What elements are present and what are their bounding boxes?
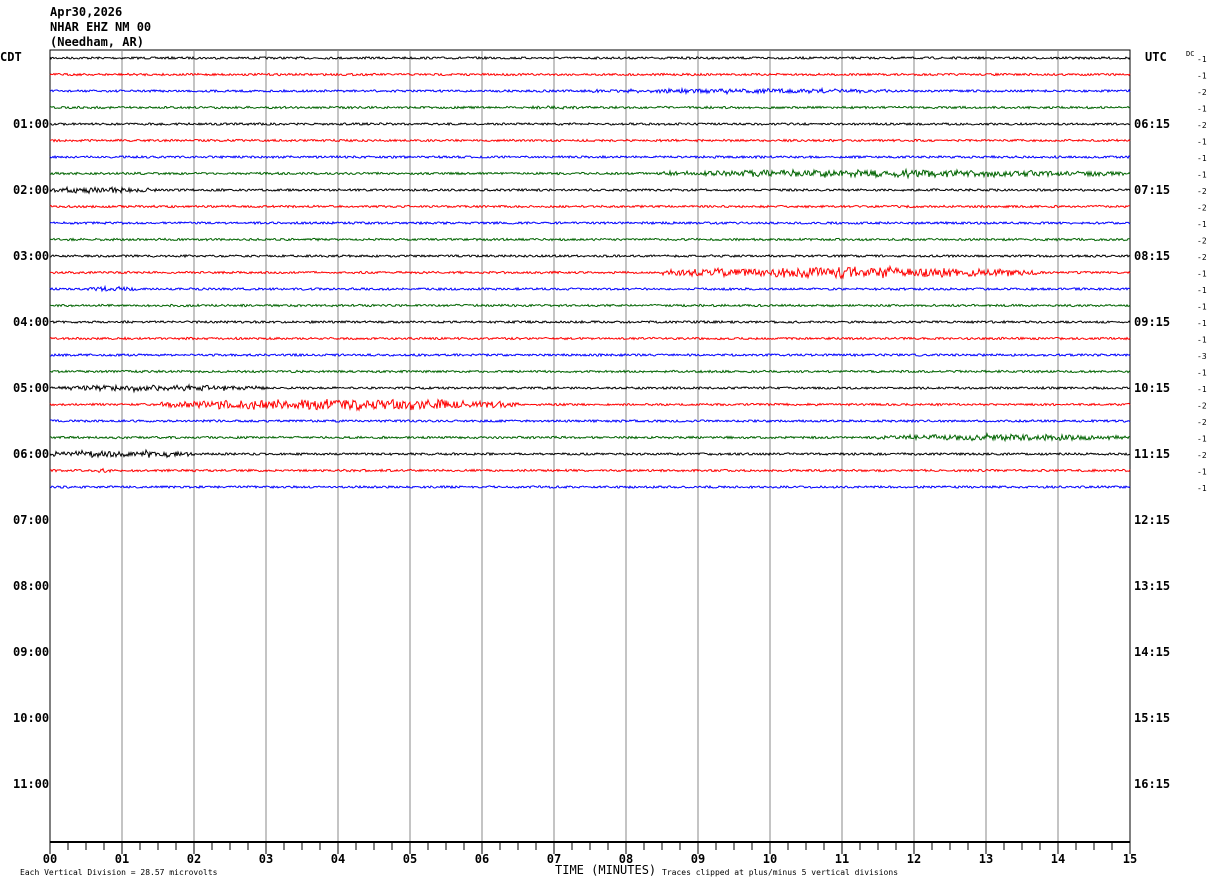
vertical-division-note: Each Vertical Division = 28.57 microvolt… xyxy=(20,868,217,877)
seismic-trace xyxy=(50,73,1130,75)
seismic-trace xyxy=(50,420,1130,422)
seismic-trace xyxy=(50,434,1130,441)
dc-offset: -1 xyxy=(1197,484,1207,493)
dc-offset: -1 xyxy=(1197,303,1207,312)
dc-offset: -1 xyxy=(1197,154,1207,163)
x-tick-label: 12 xyxy=(907,852,921,866)
dc-offset: -1 xyxy=(1197,138,1207,147)
right-hour-label: 07:15 xyxy=(1134,183,1170,197)
dc-offset: -1 xyxy=(1197,319,1207,328)
right-hour-label: 09:15 xyxy=(1134,315,1170,329)
plot-frame xyxy=(50,50,1130,842)
dc-offset: -3 xyxy=(1197,352,1207,361)
seismic-trace xyxy=(50,486,1130,488)
right-hour-label: 15:15 xyxy=(1134,711,1170,725)
x-tick-label: 00 xyxy=(43,852,57,866)
clip-note: Traces clipped at plus/minus 5 vertical … xyxy=(662,868,898,877)
seismic-trace xyxy=(50,354,1130,356)
x-tick-label: 13 xyxy=(979,852,993,866)
dc-offset: -1 xyxy=(1197,435,1207,444)
dc-offset: -1 xyxy=(1197,171,1207,180)
right-hour-label: 06:15 xyxy=(1134,117,1170,131)
right-hour-label: 10:15 xyxy=(1134,381,1170,395)
right-hour-label: 12:15 xyxy=(1134,513,1170,527)
seismic-trace xyxy=(50,287,1130,291)
left-hour-label: 07:00 xyxy=(13,513,49,527)
seismic-trace xyxy=(50,238,1130,240)
right-hour-label: 16:15 xyxy=(1134,777,1170,791)
seismic-trace xyxy=(50,57,1130,59)
dc-offset: -1 xyxy=(1197,55,1207,64)
x-tick-label: 09 xyxy=(691,852,705,866)
x-tick-label: 05 xyxy=(403,852,417,866)
right-hour-label: 14:15 xyxy=(1134,645,1170,659)
dc-offset: -1 xyxy=(1197,270,1207,279)
seismic-trace xyxy=(50,385,1130,392)
left-hour-label: 09:00 xyxy=(13,645,49,659)
left-hour-label: 05:00 xyxy=(13,381,49,395)
seismic-trace xyxy=(50,469,1130,473)
x-tick-label: 01 xyxy=(115,852,129,866)
dc-offset: -2 xyxy=(1197,451,1207,460)
right-hour-label: 08:15 xyxy=(1134,249,1170,263)
right-hour-label: 13:15 xyxy=(1134,579,1170,593)
seismic-trace xyxy=(50,156,1130,158)
seismic-trace xyxy=(50,106,1130,109)
dc-offset: -2 xyxy=(1197,402,1207,411)
dc-offset: -2 xyxy=(1197,88,1207,97)
dc-offset: -1 xyxy=(1197,385,1207,394)
x-tick-label: 15 xyxy=(1123,852,1137,866)
dc-offset: -1 xyxy=(1197,105,1207,114)
dc-offset: -1 xyxy=(1197,72,1207,81)
seismic-trace xyxy=(50,267,1130,279)
dc-offset: -2 xyxy=(1197,204,1207,213)
seismic-trace xyxy=(50,304,1130,306)
left-hour-label: 10:00 xyxy=(13,711,49,725)
x-tick-label: 03 xyxy=(259,852,273,866)
helicorder-plot: 00 01 02 03 04 05 06 07 08 09 10 11 12 13 14 1501:00 06:… xyxy=(0,0,1210,886)
x-tick-label: 02 xyxy=(187,852,201,866)
seismic-trace xyxy=(50,205,1130,207)
x-tick-label: 06 xyxy=(475,852,489,866)
dc-offset: -1 xyxy=(1197,220,1207,229)
left-hour-label: 02:00 xyxy=(13,183,49,197)
seismic-trace xyxy=(50,450,1130,458)
seismic-trace xyxy=(50,170,1130,178)
dc-offset: -2 xyxy=(1197,121,1207,130)
seismic-trace xyxy=(50,337,1130,339)
left-hour-label: 08:00 xyxy=(13,579,49,593)
dc-offset: -2 xyxy=(1197,237,1207,246)
seismic-trace xyxy=(50,139,1130,141)
seismic-trace xyxy=(50,123,1130,125)
dc-offset: -2 xyxy=(1197,187,1207,196)
left-hour-label: 01:00 xyxy=(13,117,49,131)
seismic-trace xyxy=(50,399,1130,410)
left-hour-label: 03:00 xyxy=(13,249,49,263)
x-axis-label: TIME (MINUTES) xyxy=(555,863,656,877)
seismic-trace xyxy=(50,89,1130,94)
dc-offset: -2 xyxy=(1197,418,1207,427)
dc-offset: -1 xyxy=(1197,369,1207,378)
dc-offset: -1 xyxy=(1197,468,1207,477)
left-hour-label: 04:00 xyxy=(13,315,49,329)
x-tick-label: 04 xyxy=(331,852,345,866)
x-tick-label: 14 xyxy=(1051,852,1065,866)
seismic-trace xyxy=(50,255,1130,257)
seismic-trace xyxy=(50,222,1130,224)
x-tick-label: 11 xyxy=(835,852,849,866)
dc-offset: -2 xyxy=(1197,253,1207,262)
right-hour-label: 11:15 xyxy=(1134,447,1170,461)
left-hour-label: 11:00 xyxy=(13,777,49,791)
seismic-trace xyxy=(50,370,1130,372)
seismic-trace xyxy=(50,321,1130,323)
dc-offset: -1 xyxy=(1197,336,1207,345)
seismic-trace xyxy=(50,187,1130,193)
left-hour-label: 06:00 xyxy=(13,447,49,461)
x-tick-label: 10 xyxy=(763,852,777,866)
dc-offset: -1 xyxy=(1197,286,1207,295)
